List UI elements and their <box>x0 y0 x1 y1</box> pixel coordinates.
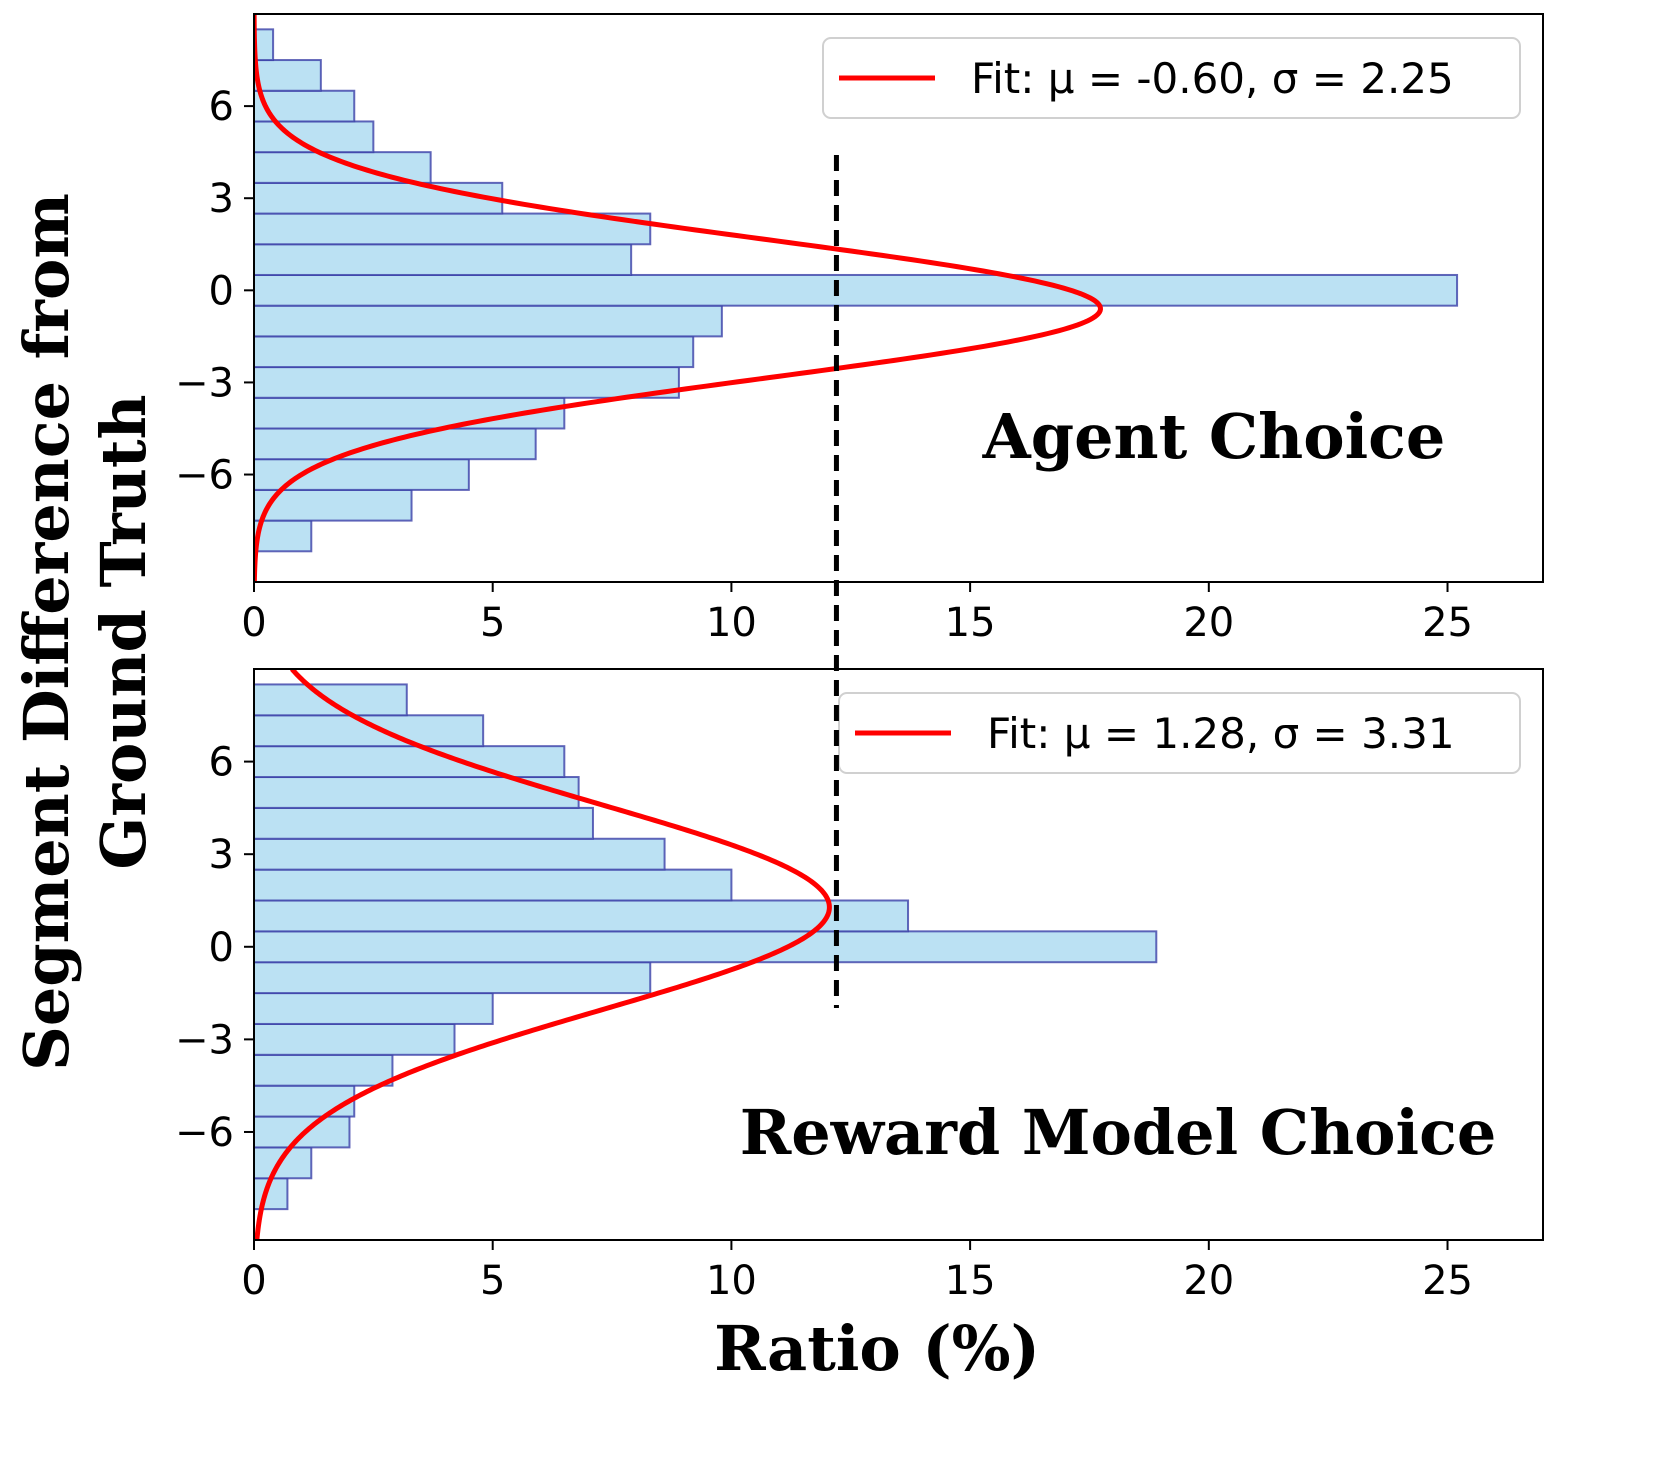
histogram-bar <box>254 304 723 338</box>
y-tick-label: 3 <box>209 832 234 878</box>
gaussian-fit-curve <box>254 669 832 1240</box>
histogram-bar <box>254 243 633 276</box>
histogram-bar <box>254 335 695 369</box>
legend-box <box>822 37 1521 119</box>
histogram-bar <box>254 427 537 461</box>
histogram-bar <box>254 1084 356 1118</box>
x-tick-label: 20 <box>1183 1258 1234 1304</box>
histogram-bar <box>254 899 910 933</box>
histogram-bar <box>254 1053 394 1087</box>
histogram-bar <box>254 212 652 246</box>
histogram-bar <box>254 59 322 92</box>
x-tick-label: 5 <box>480 1258 505 1304</box>
histogram-bar <box>254 930 1158 964</box>
x-tick-label: 0 <box>241 1258 266 1304</box>
histogram-bar <box>254 714 485 748</box>
legend-label: Fit: μ = 1.28, σ = 3.31 <box>987 709 1455 758</box>
histogram-bar <box>254 519 313 553</box>
histogram-bar <box>254 837 666 871</box>
y-tick-label: −3 <box>175 1017 234 1063</box>
histogram-bars <box>254 683 1158 1211</box>
y-axis-title-line-1: Segment Difference from <box>10 193 83 1071</box>
x-axis-ticks: 0 5 10 15 20 25 <box>241 1240 1473 1304</box>
y-axis-ticks: 6 3 0 −3 −6 <box>175 740 254 1156</box>
x-tick-label: 20 <box>1183 600 1234 646</box>
legend: Fit: μ = -0.60, σ = 2.25 <box>822 37 1521 119</box>
y-tick-label: −3 <box>175 360 234 406</box>
histogram-bar <box>254 961 652 995</box>
histogram-bar <box>254 366 680 399</box>
y-tick-label: 3 <box>209 176 234 222</box>
plot-frame <box>253 13 1544 583</box>
agent-choice-panel: 0 5 10 15 20 25 6 3 0 −3 −6 Fit: μ = -0.60, σ = 2… <box>175 13 1544 646</box>
histogram-bar <box>254 806 594 840</box>
x-axis-title: Ratio (%) <box>714 1312 1040 1385</box>
y-tick-label: 0 <box>209 268 234 314</box>
legend-box <box>838 692 1521 774</box>
x-tick-label: 10 <box>706 600 757 646</box>
histogram-bar <box>254 1022 456 1056</box>
histogram-bar <box>254 28 275 62</box>
x-tick-label: 25 <box>1422 600 1473 646</box>
y-axis-title-line-2: Ground Truth <box>87 394 160 869</box>
y-tick-label: 0 <box>209 925 234 971</box>
panel-label: Agent Choice <box>982 400 1446 473</box>
x-tick-label: 25 <box>1422 1258 1473 1304</box>
plot-frame <box>253 668 1544 1241</box>
histogram-bar <box>254 992 494 1025</box>
x-tick-label: 5 <box>480 600 505 646</box>
histogram-bar <box>254 488 413 522</box>
histogram-bars <box>254 28 1459 553</box>
gaussian-fit-curve <box>254 14 1103 582</box>
histogram-bar <box>254 868 733 902</box>
x-tick-label: 15 <box>945 1258 996 1304</box>
x-tick-label: 10 <box>706 1258 757 1304</box>
histogram-bar <box>254 1146 313 1180</box>
legend-label: Fit: μ = -0.60, σ = 2.25 <box>971 54 1454 103</box>
y-tick-label: 6 <box>209 740 234 786</box>
x-tick-label: 15 <box>945 600 996 646</box>
y-tick-label: −6 <box>175 453 234 499</box>
histogram-bar <box>254 776 580 809</box>
panel-label: Reward Model Choice <box>740 1096 1497 1169</box>
y-axis-title: Segment Difference from Ground Truth <box>10 193 160 1071</box>
legend: Fit: μ = 1.28, σ = 3.31 <box>838 692 1521 774</box>
y-tick-label: 6 <box>209 84 234 130</box>
histogram-bar <box>254 745 566 779</box>
x-axis-ticks: 0 5 10 15 20 25 <box>241 582 1473 646</box>
reward-model-choice-panel: 0 5 10 15 20 25 6 3 0 −3 −6 Fit: μ = 1.28, σ = 3.… <box>175 668 1544 1304</box>
y-axis-ticks: 6 3 0 −3 −6 <box>175 84 254 499</box>
y-tick-label: −6 <box>175 1110 234 1156</box>
histogram-bar <box>254 181 504 215</box>
x-tick-label: 0 <box>241 600 266 646</box>
histogram-bar <box>254 273 1459 307</box>
